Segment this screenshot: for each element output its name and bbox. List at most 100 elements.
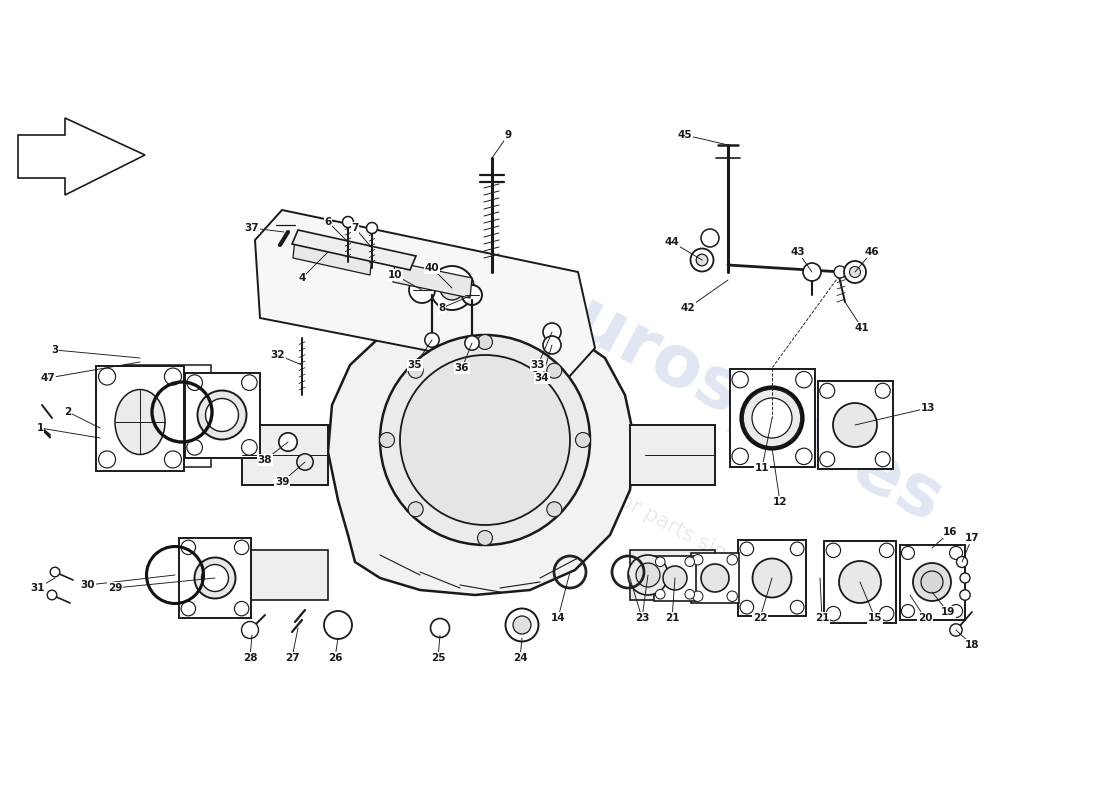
Text: 31: 31: [31, 583, 45, 593]
Circle shape: [656, 557, 666, 566]
Circle shape: [187, 375, 202, 390]
Circle shape: [297, 454, 313, 470]
Circle shape: [187, 439, 202, 455]
Text: 43: 43: [791, 247, 805, 257]
Circle shape: [740, 600, 754, 614]
Bar: [691, 553, 739, 603]
Text: 19: 19: [940, 607, 955, 617]
Circle shape: [849, 266, 860, 278]
Circle shape: [547, 502, 562, 517]
Polygon shape: [630, 550, 715, 600]
Circle shape: [803, 263, 821, 281]
Circle shape: [165, 451, 182, 468]
Text: 25: 25: [431, 653, 446, 663]
Circle shape: [696, 254, 707, 266]
Circle shape: [513, 616, 531, 634]
Circle shape: [693, 554, 703, 565]
Circle shape: [791, 542, 804, 556]
Circle shape: [242, 375, 257, 390]
Circle shape: [839, 561, 881, 603]
Circle shape: [379, 335, 590, 545]
Circle shape: [440, 276, 464, 300]
Text: 42: 42: [681, 303, 695, 313]
Circle shape: [844, 261, 866, 283]
Text: 16: 16: [943, 527, 957, 537]
Circle shape: [791, 600, 804, 614]
Circle shape: [99, 368, 116, 385]
Circle shape: [834, 266, 846, 278]
Text: 34: 34: [535, 373, 549, 383]
Circle shape: [732, 371, 748, 388]
Circle shape: [752, 558, 792, 598]
Circle shape: [879, 543, 894, 558]
Circle shape: [408, 502, 424, 517]
Text: 26: 26: [328, 653, 342, 663]
Text: 44: 44: [664, 237, 680, 247]
Text: 33: 33: [530, 360, 546, 370]
Bar: [729, 369, 814, 467]
Text: 1: 1: [36, 423, 44, 433]
Circle shape: [206, 398, 239, 431]
Circle shape: [833, 403, 877, 447]
Text: 2: 2: [65, 407, 72, 417]
Circle shape: [198, 390, 246, 439]
Circle shape: [543, 336, 561, 354]
Circle shape: [379, 433, 395, 447]
Circle shape: [795, 371, 812, 388]
Text: 7: 7: [351, 223, 359, 233]
Bar: [738, 540, 806, 616]
Bar: [185, 373, 260, 458]
Text: 8: 8: [439, 303, 446, 313]
Circle shape: [462, 285, 482, 305]
Text: 46: 46: [865, 247, 879, 257]
Circle shape: [477, 334, 493, 350]
Circle shape: [628, 555, 668, 595]
Circle shape: [182, 540, 196, 554]
Circle shape: [876, 383, 890, 398]
Text: eurospares: eurospares: [519, 262, 955, 538]
Circle shape: [165, 368, 182, 385]
Circle shape: [400, 355, 570, 525]
Circle shape: [242, 622, 258, 638]
Text: 21: 21: [664, 613, 680, 623]
Text: 38: 38: [257, 455, 273, 465]
Circle shape: [701, 229, 719, 247]
Circle shape: [195, 558, 235, 598]
Text: 17: 17: [965, 533, 979, 543]
Circle shape: [879, 606, 894, 621]
Circle shape: [876, 452, 890, 466]
Circle shape: [685, 557, 694, 566]
Polygon shape: [293, 238, 372, 275]
Circle shape: [636, 563, 660, 587]
Circle shape: [949, 605, 962, 618]
Circle shape: [913, 563, 952, 601]
Circle shape: [820, 452, 835, 466]
Circle shape: [324, 611, 352, 639]
Circle shape: [543, 323, 561, 341]
Circle shape: [826, 543, 840, 558]
Bar: [179, 538, 251, 618]
Circle shape: [234, 602, 249, 616]
Circle shape: [752, 398, 792, 438]
Bar: [817, 381, 892, 469]
Text: 18: 18: [965, 640, 979, 650]
Text: 14: 14: [551, 613, 565, 623]
Polygon shape: [393, 262, 472, 298]
Bar: [900, 545, 965, 619]
Text: 12: 12: [772, 497, 788, 507]
Text: 23: 23: [635, 613, 649, 623]
Circle shape: [727, 591, 737, 602]
Circle shape: [465, 336, 480, 350]
Circle shape: [826, 606, 840, 621]
Circle shape: [51, 567, 59, 577]
Circle shape: [921, 571, 943, 593]
Text: 32: 32: [271, 350, 285, 360]
Circle shape: [656, 590, 666, 599]
Circle shape: [727, 554, 737, 565]
Circle shape: [278, 433, 297, 451]
Text: 22: 22: [752, 613, 768, 623]
Circle shape: [182, 602, 196, 616]
Text: 41: 41: [855, 323, 869, 333]
Circle shape: [901, 546, 914, 559]
Text: 36: 36: [454, 363, 470, 373]
